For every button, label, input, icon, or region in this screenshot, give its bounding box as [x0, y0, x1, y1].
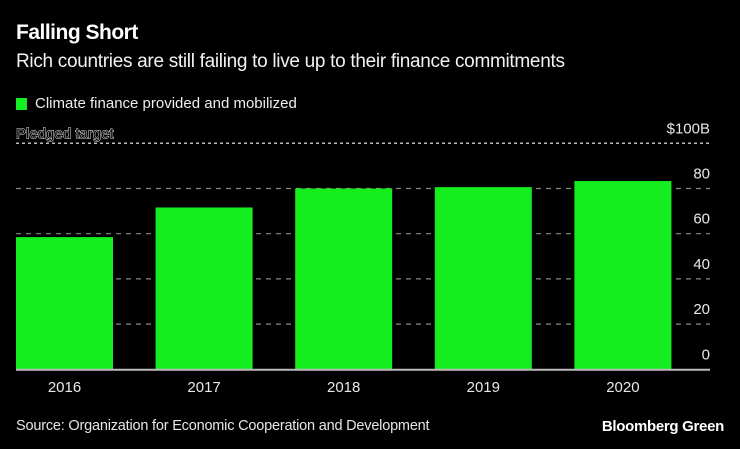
legend-label: Climate finance provided and mobilized [35, 95, 297, 112]
chart-title: Falling Short [16, 21, 138, 44]
x-tick-label: 2017 [187, 379, 220, 396]
x-tick-label: 2018 [327, 379, 360, 396]
y-tick-label: $100B [667, 120, 710, 137]
chart-subtitle: Rich countries are still failing to live… [16, 51, 565, 72]
y-tick-label: 60 [693, 211, 710, 228]
pledged-target-label: Pledged target [16, 125, 114, 142]
bars [16, 181, 672, 370]
x-axis-ticks: 2016 2017 2018 2019 2020 [48, 379, 640, 396]
brand-logo: Bloomberg Green [601, 418, 724, 435]
x-tick-label: 2020 [606, 379, 639, 396]
legend: Climate finance provided and mobilized [16, 95, 297, 112]
y-tick-label: 0 [702, 346, 710, 363]
source-note: Source: Organization for Economic Cooper… [16, 418, 430, 434]
bar-2018 [295, 188, 393, 370]
y-tick-label: 80 [693, 166, 710, 183]
x-tick-label: 2019 [467, 379, 500, 396]
bar-2016 [16, 237, 113, 370]
bar-2020 [574, 181, 672, 370]
y-tick-label: 40 [693, 256, 710, 273]
legend-swatch [16, 97, 27, 110]
y-tick-label: 20 [693, 301, 710, 318]
x-tick-label: 2016 [48, 379, 81, 396]
bar-2019 [434, 187, 532, 370]
gridlines [16, 142, 710, 325]
bar-2017 [155, 207, 253, 370]
y-axis-ticks: 0 20 40 60 80 $100B [667, 120, 710, 363]
